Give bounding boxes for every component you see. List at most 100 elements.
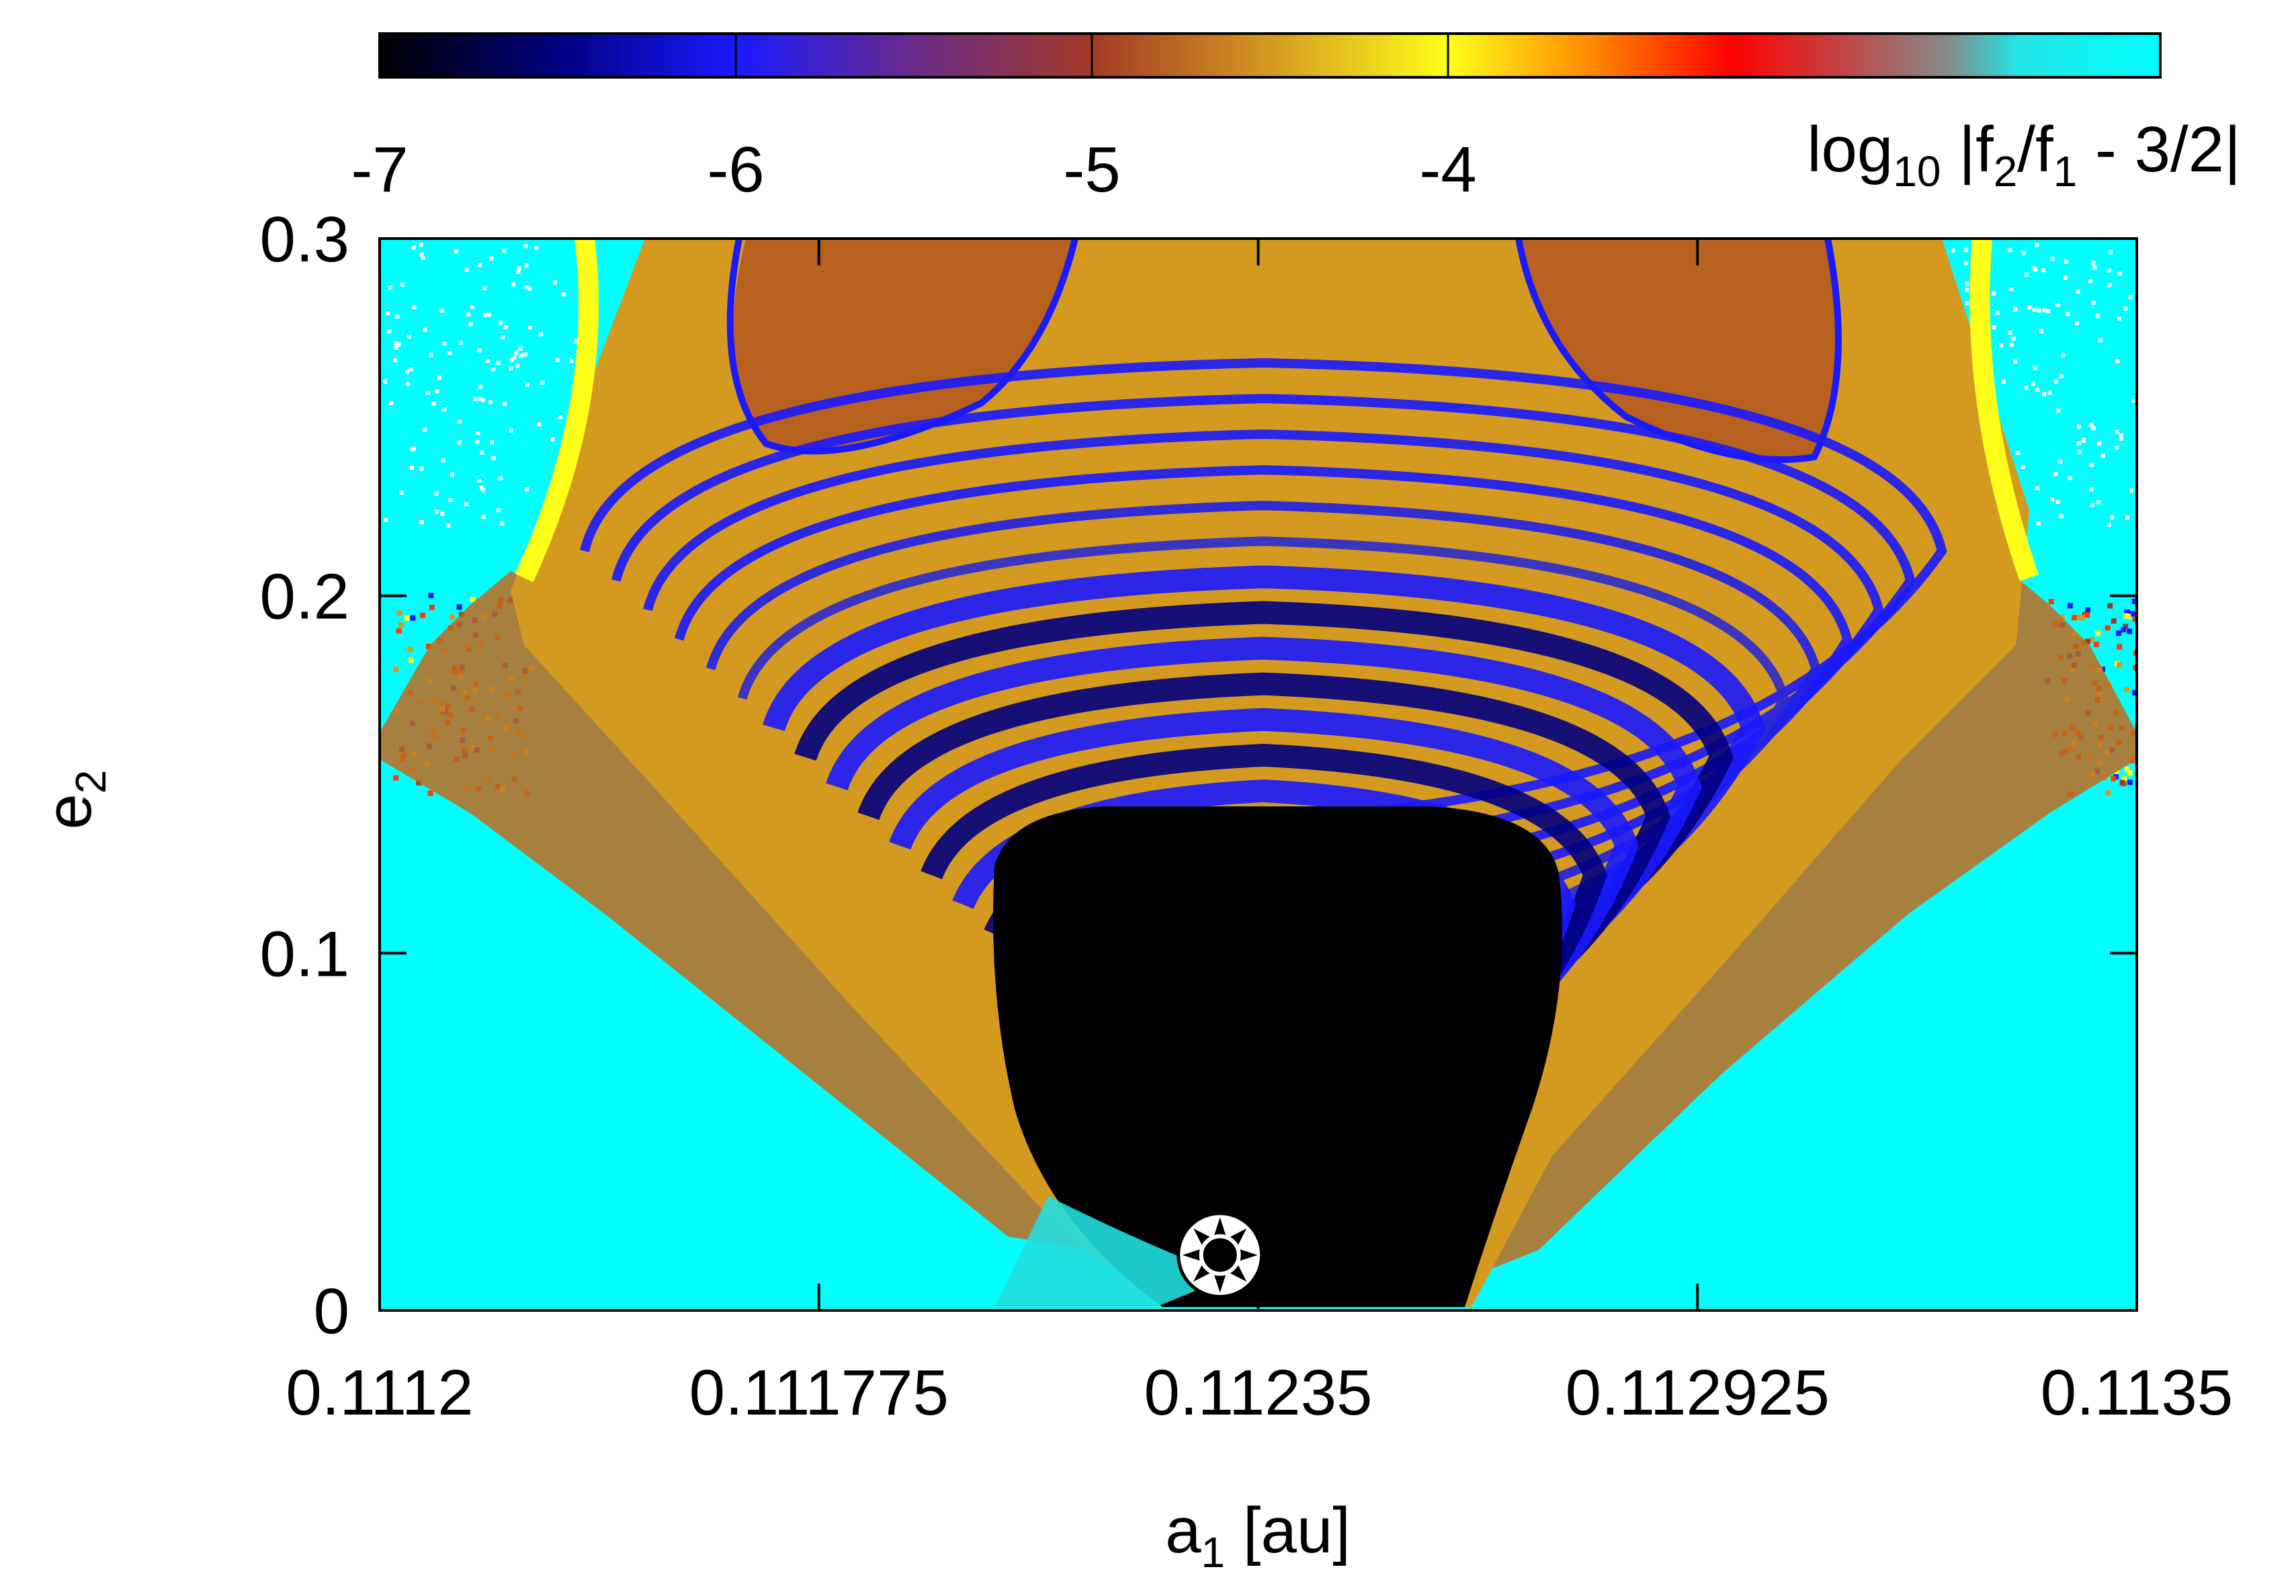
speckle: [454, 249, 458, 254]
speckle: [408, 657, 414, 663]
speckle: [2042, 392, 2047, 396]
speckle: [429, 604, 435, 610]
speckle: [523, 352, 527, 357]
speckle: [2129, 489, 2133, 493]
speckle: [2037, 308, 2041, 313]
speckle: [511, 282, 515, 287]
speckle: [2121, 775, 2127, 782]
speckle: [497, 361, 501, 366]
speckle: [407, 334, 412, 339]
speckle: [491, 456, 496, 460]
speckle: [2031, 382, 2035, 386]
speckle: [2085, 638, 2090, 644]
speckle: [395, 314, 400, 319]
speckle: [448, 351, 452, 355]
speckle: [2143, 605, 2149, 611]
speckle: [2115, 359, 2120, 364]
speckle: [388, 285, 392, 290]
speckle: [2035, 243, 2039, 247]
speckle: [393, 358, 398, 363]
heatmap-field: [380, 239, 2152, 1310]
speckle: [2013, 307, 2018, 312]
speckle: [2059, 514, 2064, 519]
speckle: [2124, 767, 2130, 773]
speckle: [384, 517, 388, 522]
speckle: [425, 643, 431, 649]
speckle: [420, 612, 425, 618]
speckle: [428, 593, 434, 599]
speckle: [2059, 374, 2064, 378]
speckle: [524, 285, 529, 290]
speckle: [2036, 521, 2041, 526]
y-tick-label: 0.3: [260, 204, 349, 276]
speckle: [558, 415, 562, 419]
speckle: [427, 790, 433, 796]
speckle: [398, 622, 405, 628]
speckle: [2111, 618, 2117, 624]
speckle: [512, 355, 517, 360]
speckle: [456, 604, 462, 610]
speckle: [2047, 390, 2052, 395]
speckle: [2072, 615, 2077, 621]
speckle: [386, 311, 390, 315]
speckle: [2119, 780, 2125, 786]
speckle: [2125, 515, 2129, 520]
speckle: [405, 370, 409, 374]
speckle: [518, 346, 523, 351]
speckle: [2024, 272, 2029, 277]
speckle: [2001, 380, 2006, 384]
speckle: [2075, 321, 2080, 325]
speckle: [2022, 251, 2027, 255]
speckle: [501, 335, 505, 339]
speckle: [480, 485, 484, 490]
marker-ray: [1182, 1248, 1203, 1262]
marker-center: [1199, 1234, 1241, 1276]
speckle: [481, 515, 486, 519]
speckle: [2009, 343, 2014, 347]
y-tick-label: 0: [314, 1275, 349, 1347]
speckle: [2141, 754, 2146, 759]
speckle: [2146, 716, 2152, 721]
speckle: [477, 263, 482, 267]
speckle: [516, 269, 521, 274]
speckle: [1995, 310, 2000, 315]
speckle: [400, 282, 405, 287]
speckle: [2118, 271, 2123, 276]
speckle: [2064, 276, 2068, 280]
speckle: [2110, 515, 2115, 519]
speckle: [399, 491, 404, 495]
speckle: [2093, 641, 2099, 647]
speckle: [419, 466, 424, 471]
speckle: [486, 359, 490, 364]
speckle: [466, 312, 471, 317]
speckle: [2100, 454, 2105, 458]
speckle: [2084, 612, 2090, 618]
colorbar-gradient: [378, 32, 2162, 79]
speckle: [411, 446, 416, 451]
speckle: [389, 401, 394, 405]
speckle: [2121, 626, 2127, 632]
speckle: [537, 422, 542, 427]
upper-right-lobe: [1519, 239, 1838, 460]
speckle: [482, 312, 487, 317]
speckle: [412, 305, 417, 309]
speckle: [2058, 459, 2063, 464]
speckle: [435, 509, 439, 514]
speckle: [396, 342, 401, 347]
initial-condition-marker: [1177, 1212, 1264, 1299]
speckle: [2088, 636, 2094, 642]
speckle: [470, 596, 476, 602]
left-chaotic-band: [380, 571, 1089, 1250]
marker-ray: [1237, 1248, 1258, 1262]
x-tick-label: 0.1112: [286, 1357, 473, 1429]
speckle: [500, 521, 505, 526]
speckle: [442, 341, 447, 346]
speckle: [2127, 628, 2133, 634]
speckle: [2144, 688, 2150, 694]
speckle: [519, 353, 523, 358]
speckle: [503, 325, 508, 330]
speckle: [410, 466, 414, 470]
speckle: [490, 440, 495, 445]
speckle: [431, 401, 436, 406]
speckle: [2131, 398, 2136, 403]
